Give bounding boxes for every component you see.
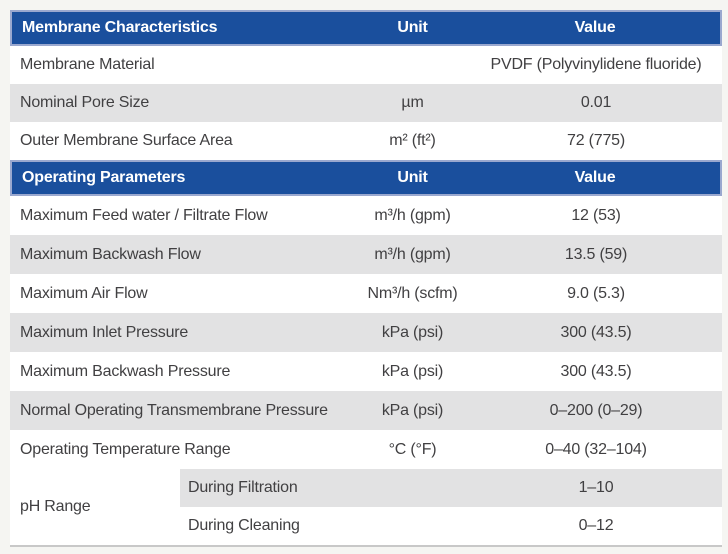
sub-row-label: During Filtration [188, 479, 298, 496]
section-header-operating-parameters: Operating Parameters Unit Value [10, 160, 722, 196]
table-row-max-backwash-flow: Maximum Backwash Flow m³/h (gpm) 13.5 (5… [10, 235, 722, 274]
value-column-header: Value [574, 169, 616, 186]
unit-cell: kPa (psi) [381, 323, 444, 341]
table-row-max-backwash-pressure: Maximum Backwash Pressure kPa (psi) 300 … [10, 352, 722, 391]
value-cell: 12 (53) [571, 206, 621, 224]
parameter-name-cell: Nominal Pore Size [20, 94, 150, 111]
parameter-name-cell: Maximum Backwash Flow [20, 245, 201, 263]
unit-cell: m³/h (gpm) [374, 206, 451, 224]
parameter-name-cell: Operating Temperature Range [20, 440, 231, 458]
table-row-max-inlet-pressure: Maximum Inlet Pressure kPa (psi) 300 (43… [10, 313, 722, 352]
unit-column-header: Unit [397, 19, 428, 36]
value-cell: 300 (43.5) [560, 362, 632, 380]
sub-row-during-cleaning: During Cleaning 0–12 [180, 507, 722, 545]
unit-cell: kPa (psi) [381, 401, 444, 419]
table-row-nominal-pore-size: Nominal Pore Size µm 0.01 [10, 84, 722, 122]
table-row-normal-operating-transmembrane-pressure: Normal Operating Transmembrane Pressure … [10, 391, 722, 430]
table-row-outer-membrane-surface-area: Outer Membrane Surface Area m² (ft²) 72 … [10, 122, 722, 160]
parameter-name-cell: Maximum Inlet Pressure [20, 323, 189, 341]
section-operating-parameters: Operating Parameters Unit Value Maximum … [10, 160, 722, 545]
table-row-max-air-flow: Maximum Air Flow Nm³/h (scfm) 9.0 (5.3) [10, 274, 722, 313]
table-bottom-rule [10, 545, 722, 547]
unit-column-header: Unit [397, 169, 428, 186]
value-cell: 300 (43.5) [560, 323, 632, 341]
value-cell: 9.0 (5.3) [567, 284, 625, 302]
table-row-operating-temperature-range: Operating Temperature Range °C (°F) 0–40… [10, 430, 722, 469]
value-cell: 0–12 [578, 517, 614, 534]
ph-range-row: pH Range During Filtration 1–10 During C… [10, 469, 722, 545]
value-cell: 0.01 [580, 94, 612, 111]
spec-table: Membrane Characteristics Unit Value Memb… [10, 10, 722, 547]
parameter-name-cell: Normal Operating Transmembrane Pressure [20, 401, 328, 419]
parameter-name-cell: Maximum Backwash Pressure [20, 362, 231, 380]
section-title: Membrane Characteristics [22, 19, 218, 36]
parameter-name-cell: Outer Membrane Surface Area [20, 132, 233, 149]
section-membrane-characteristics: Membrane Characteristics Unit Value Memb… [10, 10, 722, 160]
table-row-membrane-material: Membrane Material PVDF (Polyvinylidene f… [10, 46, 722, 84]
sub-row-during-filtration: During Filtration 1–10 [180, 469, 722, 507]
sub-row-label: During Cleaning [188, 517, 300, 534]
parameter-name-cell: Maximum Feed water / Filtrate Flow [20, 206, 268, 224]
value-cell: 0–40 (32–104) [545, 440, 647, 458]
value-cell: PVDF (Polyvinylidene fluoride) [490, 56, 702, 73]
parameter-name-cell: Membrane Material [20, 56, 155, 73]
ph-range-sub-rows: During Filtration 1–10 During Cleaning 0… [180, 469, 722, 545]
section-title: Operating Parameters [22, 169, 186, 186]
value-cell: 1–10 [578, 479, 614, 496]
unit-cell: m³/h (gpm) [374, 245, 451, 263]
ph-range-label-cell: pH Range [20, 498, 91, 515]
section-header-membrane-characteristics: Membrane Characteristics Unit Value [10, 10, 722, 46]
value-column-header: Value [574, 19, 616, 36]
unit-cell: µm [401, 94, 424, 111]
unit-cell: °C (°F) [388, 440, 437, 458]
value-cell: 0–200 (0–29) [549, 401, 643, 419]
parameter-name-cell: Maximum Air Flow [20, 284, 148, 302]
unit-cell: Nm³/h (scfm) [367, 284, 458, 302]
unit-cell: kPa (psi) [381, 362, 444, 380]
value-cell: 72 (775) [567, 132, 625, 149]
unit-cell: m² (ft²) [389, 132, 436, 149]
value-cell: 13.5 (59) [564, 245, 628, 263]
table-row-max-feed-water-filtrate-flow: Maximum Feed water / Filtrate Flow m³/h … [10, 196, 722, 235]
